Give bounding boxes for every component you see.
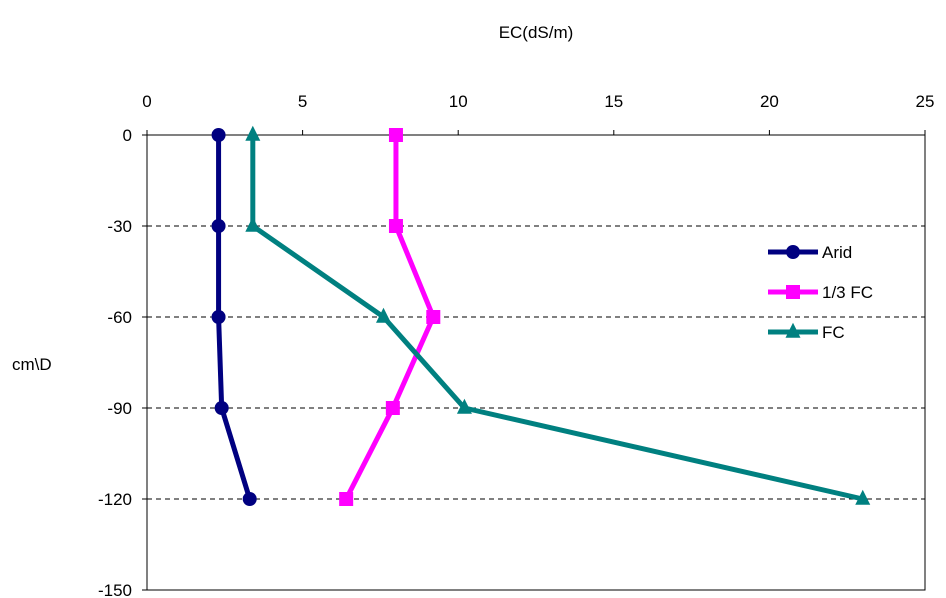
legend-item: FC <box>768 322 845 342</box>
data-point <box>376 307 392 323</box>
legend-label: FC <box>822 323 845 342</box>
x-tick-label: 15 <box>604 92 623 111</box>
legend: Arid 1/3 FC FC <box>768 243 873 342</box>
x-tick-label: 5 <box>298 92 307 111</box>
data-point <box>339 492 354 506</box>
legend-marker <box>786 245 800 259</box>
data-point <box>426 310 441 324</box>
series-group <box>245 125 871 505</box>
x-tick-label: 20 <box>760 92 779 111</box>
data-point <box>855 489 871 505</box>
plot-frame <box>146 134 926 591</box>
grid-lines <box>147 225 925 500</box>
y-tick-label: -90 <box>107 399 132 418</box>
data-point <box>245 125 261 141</box>
x-tick-label: 0 <box>142 92 151 111</box>
data-point <box>245 216 261 232</box>
y-axis-title: cm\D <box>12 355 52 374</box>
series-group <box>339 128 441 506</box>
data-point <box>242 492 257 506</box>
data-point <box>211 219 226 233</box>
data-point <box>388 128 403 142</box>
legend-item: Arid <box>768 243 852 262</box>
data-point <box>211 310 226 324</box>
y-tick-label: -60 <box>107 308 132 327</box>
x-tick-label: 10 <box>449 92 468 111</box>
data-point <box>388 219 403 233</box>
legend-marker <box>786 285 800 299</box>
data-point <box>214 401 229 415</box>
legend-item: 1/3 FC <box>768 283 873 302</box>
x-axis-title: EC(dS/m) <box>499 23 574 42</box>
legend-label: 1/3 FC <box>822 283 873 302</box>
y-tick-label: -120 <box>98 490 132 509</box>
y-tick-label: -150 <box>98 581 132 598</box>
y-tick-label: -30 <box>107 217 132 236</box>
data-point <box>385 401 400 415</box>
x-tick-label: 25 <box>916 92 935 111</box>
y-tick-label: 0 <box>123 126 132 145</box>
series-group <box>211 128 257 506</box>
axes: 0 5 10 15 20 25 0 -30 -60 -90 -120 -150 <box>98 92 934 598</box>
data-point <box>456 398 472 414</box>
legend-marker <box>785 322 801 338</box>
legend-label: Arid <box>822 243 852 262</box>
data-point <box>211 128 226 142</box>
series <box>211 125 871 506</box>
